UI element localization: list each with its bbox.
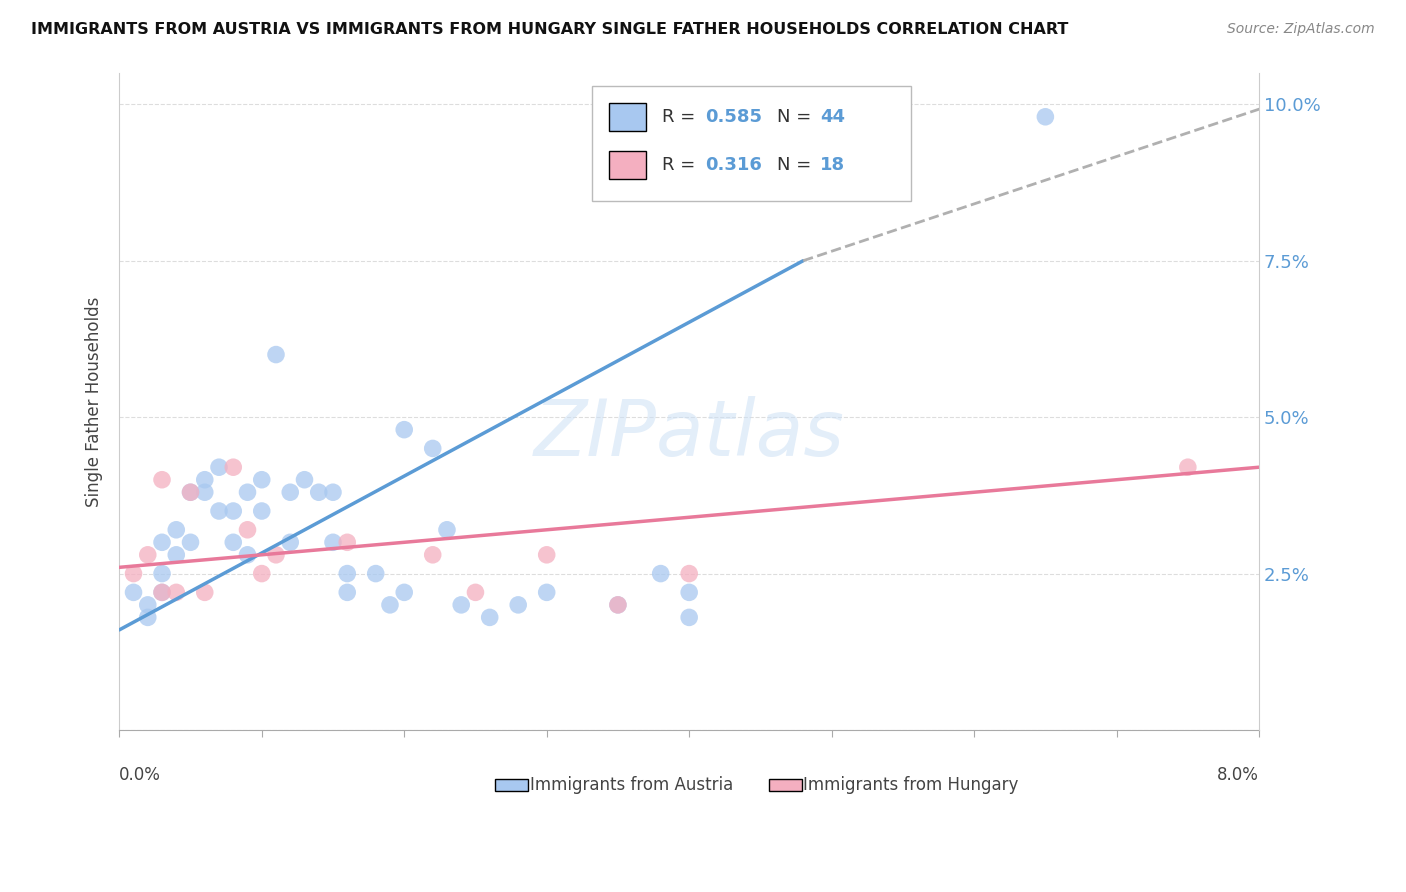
Point [607,598,630,612]
Text: Source: ZipAtlas.com: Source: ZipAtlas.com [1227,22,1375,37]
Text: N =: N = [778,108,817,126]
Point [136,598,159,612]
Point [650,566,672,581]
Text: IMMIGRANTS FROM AUSTRIA VS IMMIGRANTS FROM HUNGARY SINGLE FATHER HOUSEHOLDS CORR: IMMIGRANTS FROM AUSTRIA VS IMMIGRANTS FR… [31,22,1069,37]
Point [336,535,359,549]
Text: R =: R = [662,108,700,126]
Point [364,566,387,581]
Point [322,485,344,500]
Point [194,473,217,487]
Point [1035,110,1057,124]
Point [294,473,316,487]
Point [394,585,416,599]
Point [179,485,201,500]
Point [278,485,301,500]
Point [165,585,187,599]
Text: 44: 44 [820,108,845,126]
Point [478,610,501,624]
Point [336,566,359,581]
Point [422,548,444,562]
Point [394,423,416,437]
Point [236,523,259,537]
Point [264,548,287,562]
Point [536,548,558,562]
Point [150,473,173,487]
Point [208,504,231,518]
FancyBboxPatch shape [609,103,645,131]
Point [150,566,173,581]
Point [122,566,145,581]
Text: N =: N = [778,156,817,174]
Text: 18: 18 [820,156,845,174]
Point [436,523,458,537]
Point [194,485,217,500]
Point [678,566,700,581]
Text: R =: R = [662,156,700,174]
Point [422,442,444,456]
Point [208,460,231,475]
Point [136,610,159,624]
FancyBboxPatch shape [769,780,801,791]
Point [536,585,558,599]
Point [250,504,273,518]
Point [179,485,201,500]
Point [464,585,486,599]
Point [250,566,273,581]
Point [165,523,187,537]
Text: 0.585: 0.585 [706,108,762,126]
Point [264,348,287,362]
Point [678,585,700,599]
Text: Immigrants from Austria: Immigrants from Austria [530,776,733,794]
Point [122,585,145,599]
Point [450,598,472,612]
Text: Immigrants from Hungary: Immigrants from Hungary [803,776,1018,794]
Point [678,610,700,624]
Point [1177,460,1199,475]
FancyBboxPatch shape [609,151,645,178]
Point [508,598,530,612]
Point [150,585,173,599]
Point [194,585,217,599]
Point [150,585,173,599]
Point [322,535,344,549]
Text: 0.0%: 0.0% [120,766,162,784]
Point [308,485,330,500]
FancyBboxPatch shape [495,780,529,791]
Text: ZIPatlas: ZIPatlas [534,396,845,473]
Text: 8.0%: 8.0% [1218,766,1260,784]
Point [250,473,273,487]
Point [222,535,245,549]
FancyBboxPatch shape [592,87,911,201]
Point [165,548,187,562]
Point [222,504,245,518]
Point [179,535,201,549]
Point [278,535,301,549]
Text: 0.316: 0.316 [706,156,762,174]
Point [236,548,259,562]
Y-axis label: Single Father Households: Single Father Households [86,296,103,507]
Point [222,460,245,475]
Point [136,548,159,562]
Point [236,485,259,500]
Point [336,585,359,599]
Point [150,535,173,549]
Point [607,598,630,612]
Point [378,598,401,612]
